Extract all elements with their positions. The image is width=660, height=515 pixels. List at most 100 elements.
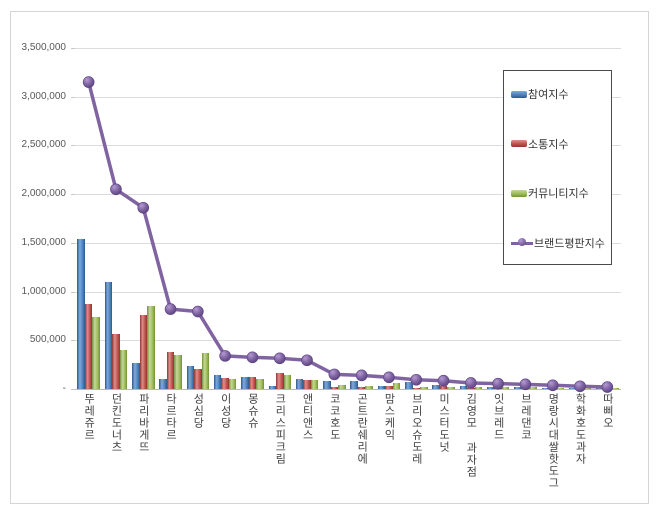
x-label: 몽슈슈: [246, 393, 259, 429]
bar-참여지수: [405, 382, 413, 389]
x-label: 던킨도너츠: [109, 393, 122, 453]
y-tick-mark: [71, 96, 75, 98]
chart-frame: [10, 11, 649, 504]
y-tick-mark: [71, 291, 75, 293]
bar-커뮤니티지수: [474, 386, 483, 389]
y-tick-label: 1,500,000: [21, 236, 67, 248]
y-tick-label: 500,000: [29, 334, 66, 346]
bar-참여지수: [541, 387, 549, 389]
bar-커뮤니티지수: [392, 383, 401, 389]
legend-label: 브랜드평판지수: [534, 237, 605, 250]
bar-커뮤니티지수: [310, 379, 319, 389]
y-tick-label: -: [62, 383, 66, 394]
y-tick-label: 2,500,000: [21, 139, 67, 151]
y-tick-mark: [71, 340, 75, 342]
bar-소통지수: [494, 387, 502, 389]
bar-커뮤니티지수: [147, 306, 155, 389]
x-label: 브레댄코: [519, 393, 532, 441]
gridline: [75, 291, 621, 293]
bar-참여지수: [268, 386, 276, 389]
bar-커뮤니티지수: [583, 388, 592, 389]
bar-커뮤니티지수: [256, 378, 264, 389]
legend-label: 커뮤니티지수: [528, 188, 589, 201]
x-label: 크리스피크림: [273, 393, 286, 465]
bar-커뮤니티지수: [611, 388, 619, 389]
y-tick-label: 3,000,000: [21, 90, 67, 102]
bar-소통지수: [521, 388, 530, 389]
bar-커뮤니티지수: [201, 352, 210, 389]
legend-label: 참여지수: [528, 89, 569, 101]
x-label: 명랑시대쌀핫도그: [546, 393, 559, 489]
legend-label: 소통지수: [528, 138, 569, 151]
legend-item-participation-index: 참여지수: [511, 86, 607, 102]
bar-참여지수: [514, 387, 522, 389]
bar-소통지수: [576, 388, 584, 389]
bar-참여지수: [77, 238, 85, 389]
x-label: 뚜레쥬르: [82, 393, 95, 441]
bar-참여지수: [132, 363, 140, 389]
bar-커뮤니티지수: [501, 387, 510, 389]
bar-참여지수: [213, 375, 222, 389]
bar-소통지수: [549, 388, 557, 389]
x-label: 곤트란쉐리에: [355, 393, 368, 465]
bar-참여지수: [377, 386, 386, 389]
bar-커뮤니티지수: [556, 387, 564, 389]
x-label: 타르타르: [164, 393, 177, 441]
bar-소통지수: [439, 386, 448, 389]
x-label: 이성당: [219, 393, 232, 429]
bar-커뮤니티지수: [283, 375, 291, 389]
bar-소통지수: [221, 377, 229, 389]
x-label: 미스터도넛: [437, 393, 450, 453]
bar-소통지수: [84, 304, 93, 389]
bar-소통지수: [330, 386, 339, 389]
bar-참여지수: [323, 380, 331, 389]
bar-참여지수: [568, 387, 577, 389]
bar-커뮤니티지수: [92, 317, 100, 389]
x-label: 맘스케익: [382, 393, 395, 441]
y-tick-mark: [71, 145, 75, 147]
bar-커뮤니티지수: [529, 387, 537, 389]
y-tick-mark: [71, 242, 75, 244]
bar-참여지수: [596, 388, 604, 389]
bar-소통지수: [139, 314, 147, 389]
gridline: [75, 389, 621, 390]
bar-커뮤니티지수: [447, 387, 455, 389]
legend-item-brand-reputation-index: 브랜드평판지수: [511, 235, 607, 251]
bar-참여지수: [104, 281, 113, 389]
bar-참여지수: [486, 387, 495, 389]
y-tick-mark: [71, 48, 75, 49]
y-tick-label: 3,500,000: [21, 42, 67, 53]
bar-소통지수: [166, 352, 175, 389]
bar-참여지수: [350, 380, 358, 389]
bar-참여지수: [459, 386, 468, 389]
line-marker-swatch-icon: [511, 238, 533, 247]
bar-소통지수: [385, 386, 393, 389]
x-label: 따삐오: [601, 393, 614, 429]
x-label: 코코호도: [328, 393, 341, 441]
community-bar-swatch-icon: [511, 189, 527, 197]
bar-참여지수: [241, 376, 249, 389]
x-label: 브리오슈도레: [410, 393, 423, 465]
communication-bar-swatch-icon: [511, 140, 527, 148]
x-label: 김영모 과자점: [464, 393, 477, 478]
y-tick-mark: [71, 194, 75, 196]
bar-소통지수: [112, 333, 120, 389]
legend: 참여지수 소통지수 커뮤니티지수 브랜드평판지수: [503, 70, 612, 265]
bar-소통지수: [248, 377, 257, 389]
y-tick-label: 2,000,000: [21, 188, 67, 200]
bar-참여지수: [159, 379, 167, 389]
gridline: [75, 340, 621, 342]
bar-소통지수: [276, 372, 284, 389]
y-tick-mark: [71, 389, 75, 390]
legend-item-community-index: 커뮤니티지수: [511, 185, 607, 201]
bar-커뮤니티지수: [174, 355, 182, 389]
x-label: 학화호도과자: [574, 393, 587, 465]
bar-소통지수: [467, 388, 475, 389]
x-label: 성심당: [191, 393, 204, 429]
bar-커뮤니티지수: [365, 386, 373, 389]
bar-커뮤니티지수: [338, 385, 346, 389]
y-tick-label: 1,000,000: [21, 285, 67, 297]
bar-소통지수: [194, 369, 202, 389]
bar-커뮤니티지수: [119, 350, 128, 389]
